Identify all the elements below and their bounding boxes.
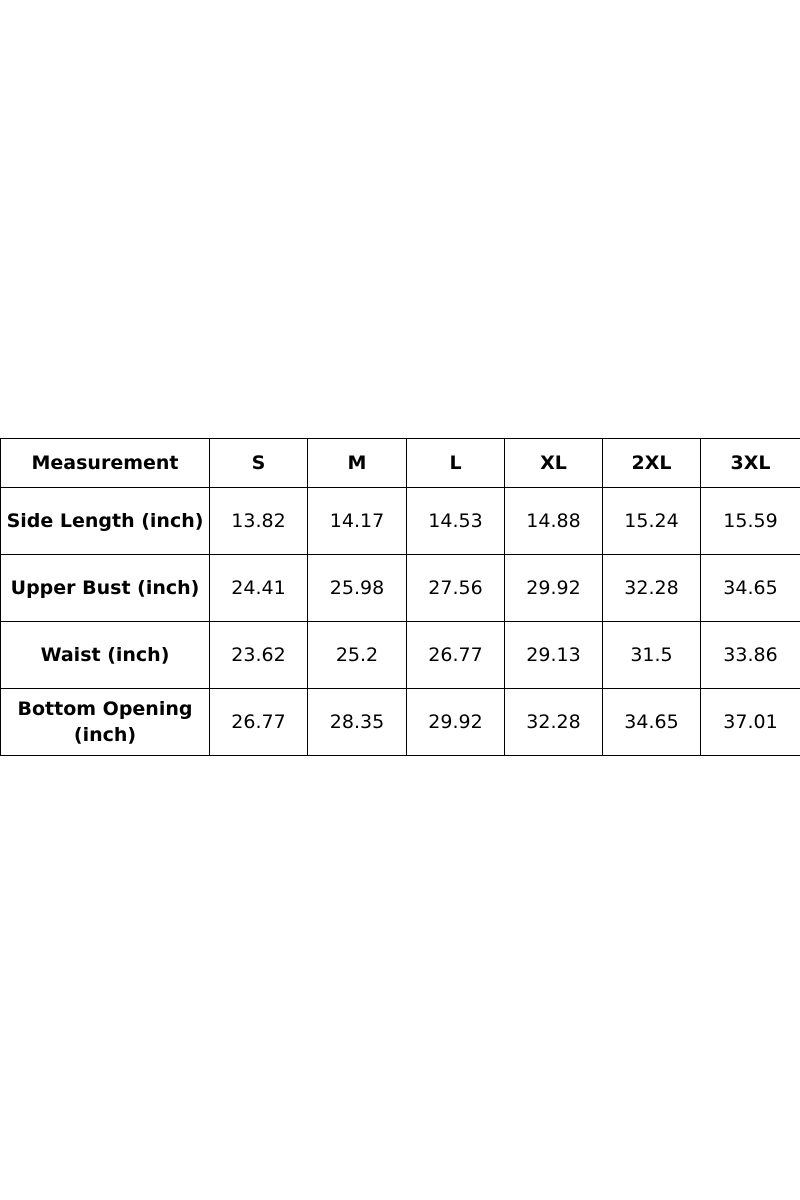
- cell: 25.2: [307, 621, 407, 689]
- cell: 14.88: [504, 487, 603, 555]
- cell: 34.65: [602, 688, 701, 756]
- cell: 23.62: [209, 621, 308, 689]
- header-cell: L: [406, 438, 505, 488]
- cell: 24.41: [209, 554, 308, 622]
- cell: 13.82: [209, 487, 308, 555]
- table-row: Bottom Opening (inch) 26.77 28.35 29.92 32.2…: [0, 688, 800, 756]
- header-cell: S: [209, 438, 308, 488]
- cell: 32.28: [602, 554, 701, 622]
- header-cell: 2XL: [602, 438, 701, 488]
- cell: 37.01: [700, 688, 800, 756]
- cell: 29.13: [504, 621, 603, 689]
- header-row: Measurement S M L XL 2XL 3XL: [0, 438, 800, 488]
- header-cell: Measurement: [0, 438, 210, 488]
- header-cell: 3XL: [700, 438, 800, 488]
- table-row: Side Length (inch) 13.82 14.17 14.53 14.88 15…: [0, 487, 800, 555]
- cell: 33.86: [700, 621, 800, 689]
- cell: 26.77: [209, 688, 308, 756]
- cell: 34.65: [700, 554, 800, 622]
- cell: 25.98: [307, 554, 407, 622]
- cell: 31.5: [602, 621, 701, 689]
- cell: 26.77: [406, 621, 505, 689]
- table-row: Upper Bust (inch) 24.41 25.98 27.56 29.92 32.…: [0, 554, 800, 622]
- size-table: Measurement S M L XL 2XL 3XL Side Length (inch…: [0, 438, 800, 756]
- cell: 27.56: [406, 554, 505, 622]
- cell: 29.92: [406, 688, 505, 756]
- cell: 32.28: [504, 688, 603, 756]
- row-label: Waist (inch): [0, 621, 210, 689]
- row-label: Side Length (inch): [0, 487, 210, 555]
- table-body: Side Length (inch) 13.82 14.17 14.53 14.88 15…: [0, 487, 800, 756]
- row-label: Upper Bust (inch): [0, 554, 210, 622]
- row-label: Bottom Opening (inch): [0, 688, 210, 756]
- cell: 14.17: [307, 487, 407, 555]
- cell: 14.53: [406, 487, 505, 555]
- header-cell: XL: [504, 438, 603, 488]
- table-row: Waist (inch) 23.62 25.2 26.77 29.13 31.5 33.86: [0, 621, 800, 689]
- cell: 15.24: [602, 487, 701, 555]
- cell: 28.35: [307, 688, 407, 756]
- cell: 29.92: [504, 554, 603, 622]
- cell: 15.59: [700, 487, 800, 555]
- header-cell: M: [307, 438, 407, 488]
